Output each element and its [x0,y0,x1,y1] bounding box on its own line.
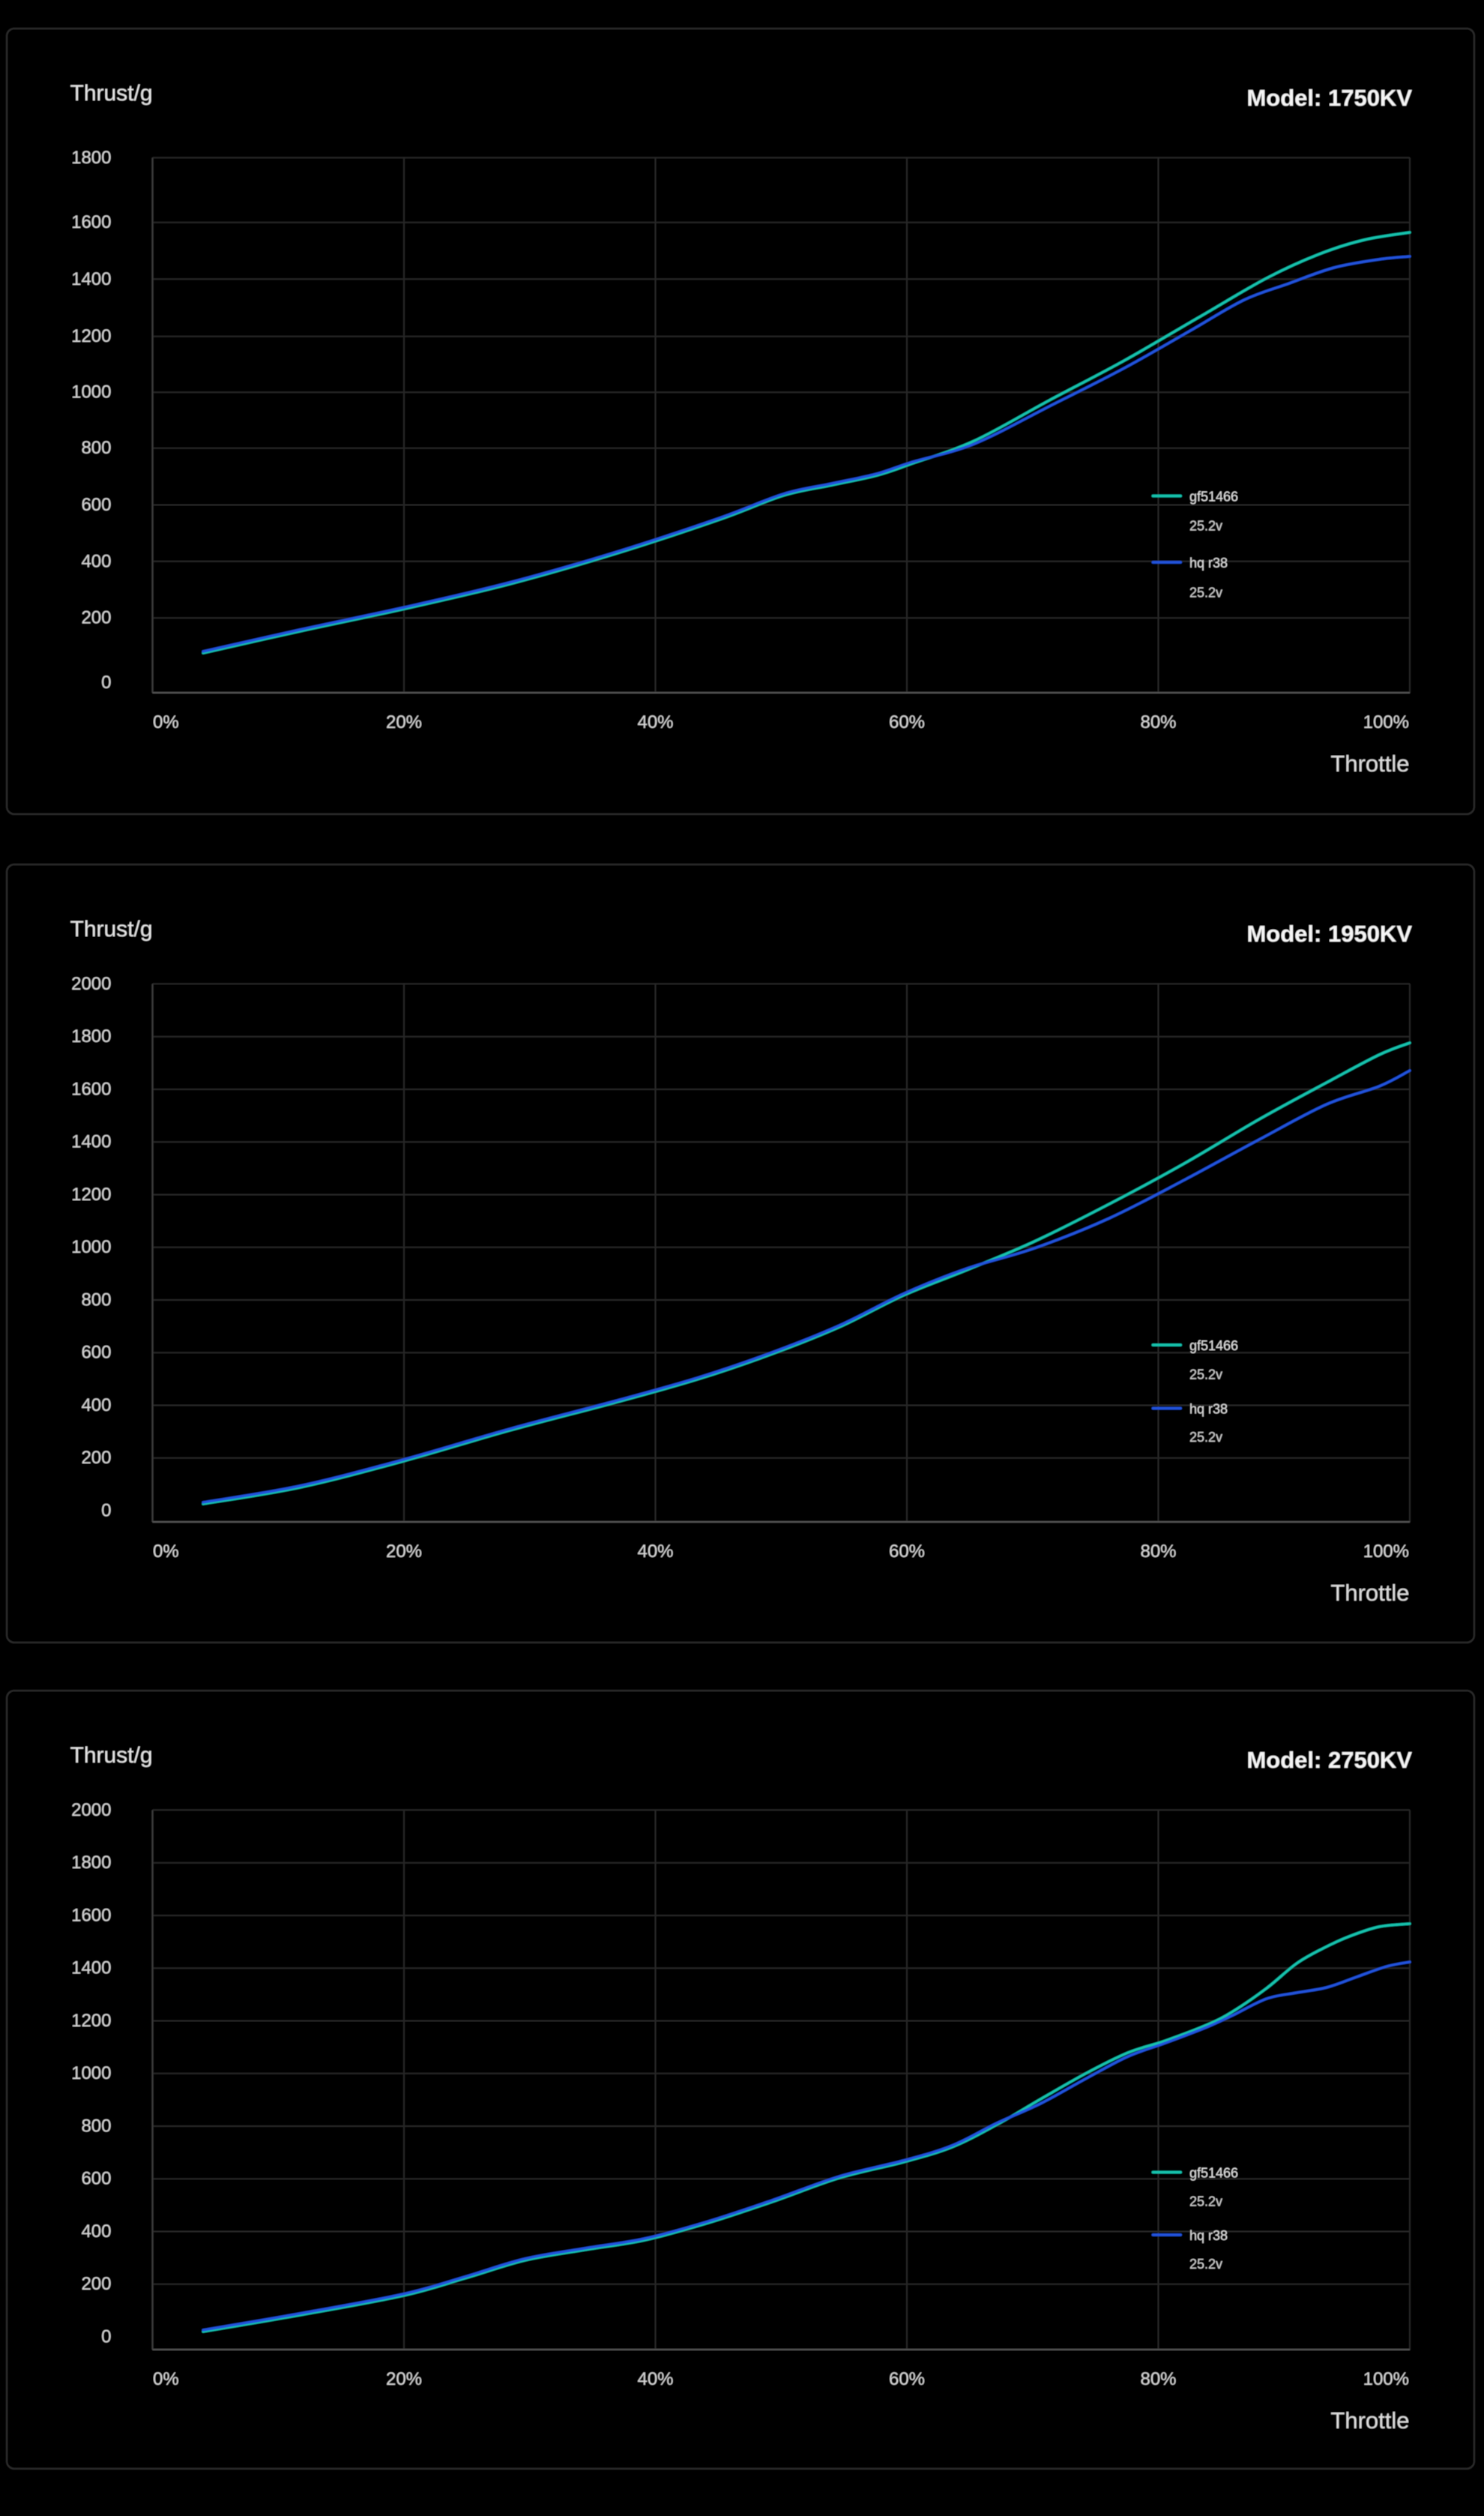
svg-text:600: 600 [81,1343,111,1363]
svg-text:400: 400 [81,551,111,571]
svg-text:1000: 1000 [71,2063,111,2083]
svg-text:200: 200 [81,2274,111,2294]
svg-text:1400: 1400 [71,1132,111,1152]
svg-text:1400: 1400 [71,1958,111,1978]
svg-text:hq r38: hq r38 [1189,556,1228,571]
svg-text:200: 200 [81,608,111,628]
svg-text:1200: 1200 [71,1185,111,1205]
svg-text:2000: 2000 [71,1800,111,1820]
svg-text:1200: 1200 [71,326,111,346]
svg-text:1800: 1800 [71,148,111,168]
svg-text:0%: 0% [153,1541,179,1562]
svg-text:40%: 40% [637,712,673,732]
svg-text:Thrust/g: Thrust/g [70,81,153,106]
svg-text:80%: 80% [1140,1541,1176,1562]
svg-text:400: 400 [81,2221,111,2242]
svg-text:gf51466: gf51466 [1189,2166,1238,2181]
svg-text:Thrust/g: Thrust/g [70,917,153,942]
svg-text:1600: 1600 [71,1079,111,1099]
svg-text:2000: 2000 [71,974,111,994]
svg-text:100%: 100% [1363,712,1409,732]
svg-text:25.2v: 25.2v [1189,1367,1222,1382]
svg-text:60%: 60% [889,2369,925,2389]
svg-text:Model: 1950KV: Model: 1950KV [1246,921,1412,947]
svg-text:gf51466: gf51466 [1189,1338,1238,1353]
svg-text:800: 800 [81,1289,111,1310]
svg-text:100%: 100% [1363,1541,1409,1562]
svg-text:400: 400 [81,1395,111,1415]
svg-text:1800: 1800 [71,1026,111,1047]
svg-text:600: 600 [81,495,111,515]
svg-text:Throttle: Throttle [1330,750,1409,777]
svg-text:Thrust/g: Thrust/g [70,1743,153,1768]
svg-text:0: 0 [101,1500,111,1520]
svg-text:60%: 60% [889,1541,925,1562]
svg-text:600: 600 [81,2169,111,2189]
svg-text:20%: 20% [386,2369,422,2389]
svg-text:1000: 1000 [71,1237,111,1257]
svg-text:25.2v: 25.2v [1189,2257,1222,2272]
svg-text:20%: 20% [386,1541,422,1562]
svg-text:1400: 1400 [71,269,111,289]
svg-text:hq r38: hq r38 [1189,1402,1228,1417]
svg-text:25.2v: 25.2v [1189,2194,1222,2209]
svg-text:25.2v: 25.2v [1189,1430,1222,1445]
svg-text:80%: 80% [1140,712,1176,732]
svg-text:40%: 40% [637,1541,673,1562]
svg-text:60%: 60% [889,712,925,732]
svg-text:gf51466: gf51466 [1189,490,1238,505]
svg-text:40%: 40% [637,2369,673,2389]
svg-text:800: 800 [81,438,111,458]
svg-text:25.2v: 25.2v [1189,519,1222,534]
svg-text:Throttle: Throttle [1330,2407,1409,2434]
svg-text:20%: 20% [386,712,422,732]
svg-text:1000: 1000 [71,382,111,403]
svg-text:0: 0 [101,2326,111,2347]
svg-text:Model: 1750KV: Model: 1750KV [1246,85,1412,111]
svg-text:0%: 0% [153,712,179,732]
svg-text:800: 800 [81,2116,111,2136]
svg-text:25.2v: 25.2v [1189,586,1222,601]
svg-text:1200: 1200 [71,2011,111,2031]
svg-text:100%: 100% [1363,2369,1409,2389]
svg-text:Throttle: Throttle [1330,1580,1409,1606]
svg-text:hq r38: hq r38 [1189,2228,1228,2243]
svg-text:1800: 1800 [71,1853,111,1873]
svg-text:200: 200 [81,1448,111,1468]
svg-text:80%: 80% [1140,2369,1176,2389]
svg-text:0%: 0% [153,2369,179,2389]
svg-text:1600: 1600 [71,1905,111,1925]
svg-text:Model: 2750KV: Model: 2750KV [1246,1747,1412,1773]
svg-text:1600: 1600 [71,212,111,232]
svg-text:0: 0 [101,672,111,693]
